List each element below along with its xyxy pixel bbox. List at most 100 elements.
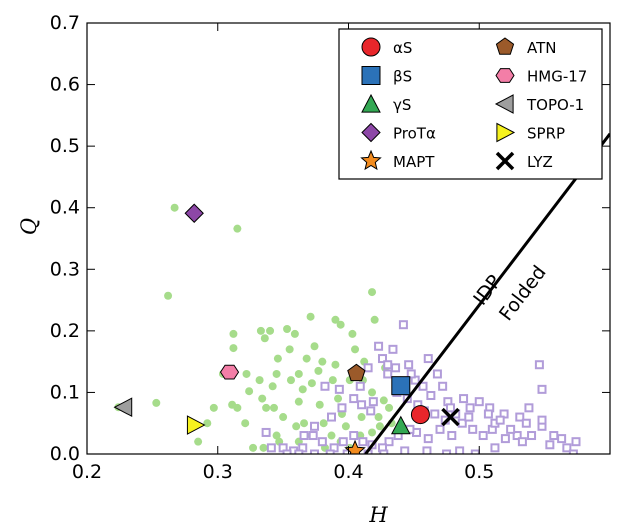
folded-proteins-point	[470, 449, 480, 454]
legend-label: SPRP	[527, 125, 565, 143]
disordered-proteins-point	[385, 403, 394, 412]
disordered-proteins-point	[272, 369, 281, 378]
folded-proteins-point	[506, 424, 516, 434]
disordered-proteins-point	[331, 360, 340, 369]
disordered-proteins-point	[259, 443, 268, 452]
folded-proteins-point	[545, 440, 555, 450]
legend-item: γS	[361, 93, 411, 114]
folded-proteins-point	[266, 443, 276, 453]
folded-proteins-point	[524, 403, 534, 413]
legend-item: αS	[361, 37, 412, 57]
disordered-proteins-point	[327, 431, 336, 440]
marker-hmg-17	[219, 364, 240, 380]
disordered-proteins-point	[164, 291, 173, 300]
idp-folded-boundary-line	[364, 132, 610, 454]
marker-topo-1	[113, 397, 133, 418]
legend-item: ProTα	[361, 122, 436, 143]
folded-proteins-point	[568, 449, 578, 454]
highlighted-proteins	[113, 203, 460, 454]
folded-proteins-point	[562, 443, 572, 453]
legend-label: γS	[393, 96, 411, 114]
disordered-proteins-point	[290, 329, 299, 338]
legend-marker	[494, 94, 514, 114]
folded-proteins-point	[474, 397, 484, 407]
folded-proteins-point	[398, 320, 408, 330]
disordered-proteins-point	[268, 382, 277, 391]
folded-proteins-point	[521, 418, 531, 428]
folded-proteins-point	[422, 446, 432, 454]
disordered-proteins-point	[379, 396, 388, 405]
data-layer	[113, 132, 610, 454]
legend-item: HMG-17	[495, 68, 587, 86]
disordered-proteins-point	[368, 428, 377, 437]
folded-proteins-point	[338, 437, 348, 447]
disordered-proteins-point	[262, 403, 271, 412]
y-tick-label: 0.7	[50, 12, 80, 34]
folded-proteins-point	[537, 384, 547, 394]
disordered-proteins-point	[319, 419, 328, 428]
legend-marker	[496, 122, 516, 143]
marker-mapt	[344, 439, 366, 454]
y-tick-label: 0.6	[50, 74, 80, 96]
folded-proteins-point	[383, 369, 393, 379]
disordered-proteins-point	[266, 326, 275, 335]
folded-proteins-point	[325, 449, 335, 454]
disordered-proteins-point	[334, 394, 343, 403]
folded-proteins-point	[423, 354, 433, 364]
disordered-proteins-point	[298, 385, 307, 394]
disordered-proteins-point	[292, 422, 301, 431]
folded-proteins-point	[377, 354, 387, 364]
disordered-proteins-point	[233, 403, 242, 412]
legend-marker	[495, 68, 515, 83]
disordered-proteins-point	[258, 394, 267, 403]
legend-item: βS	[361, 66, 412, 86]
marker-lyz	[441, 407, 460, 427]
folded-proteins-point	[515, 412, 525, 422]
folded-proteins-point	[430, 409, 440, 419]
folded-proteins-point	[384, 437, 394, 447]
disordered-proteins-point	[260, 334, 269, 343]
x-axis-label: H	[368, 503, 388, 527]
folded-proteins-point	[442, 449, 452, 454]
legend-marker	[361, 122, 381, 143]
folded-proteins-point	[418, 381, 428, 391]
marker--s	[391, 376, 411, 396]
disordered-proteins-point	[368, 288, 377, 297]
disordered-proteins-point	[314, 366, 323, 375]
disordered-proteins-point	[315, 400, 324, 409]
marker-prot-	[184, 203, 204, 223]
disordered-proteins-point	[273, 354, 282, 363]
marker--s	[410, 405, 430, 425]
legend-marker	[495, 151, 515, 171]
x-tick-label: 0.2	[72, 461, 102, 483]
legend-label: TOPO-1	[526, 96, 584, 114]
disordered-proteins-point	[283, 325, 292, 334]
folded-proteins-point	[512, 431, 522, 441]
folded-proteins-point	[571, 437, 581, 447]
folded-proteins-point	[426, 391, 436, 401]
legend-item: MAPT	[360, 149, 435, 171]
disordered-proteins-point	[170, 203, 179, 212]
disordered-proteins-point	[286, 376, 295, 385]
disordered-proteins-point	[375, 422, 384, 431]
folded-proteins-point	[435, 424, 445, 434]
disordered-proteins-point	[203, 419, 212, 428]
legend: αS βS γS ProTα MAPT ATN HMG-17 TOPO-1 SPRP LYZ	[338, 28, 603, 180]
folded-proteins-point	[299, 431, 309, 441]
folded-proteins-point	[320, 381, 330, 391]
legend-label: LYZ	[527, 153, 553, 171]
disordered-proteins-point	[318, 357, 327, 366]
folded-proteins-point	[468, 424, 478, 434]
disordered-proteins-point	[269, 403, 278, 412]
legend-item: LYZ	[495, 151, 553, 171]
folded-proteins-point	[490, 443, 500, 453]
folded-proteins-point	[334, 384, 344, 394]
x-tick-label: 0.3	[203, 461, 233, 483]
disordered-proteins-point	[306, 312, 315, 321]
disordered-proteins-point	[294, 369, 303, 378]
disordered-proteins-point	[336, 320, 345, 329]
legend-box	[338, 28, 603, 180]
disordered-proteins-point	[272, 431, 281, 440]
